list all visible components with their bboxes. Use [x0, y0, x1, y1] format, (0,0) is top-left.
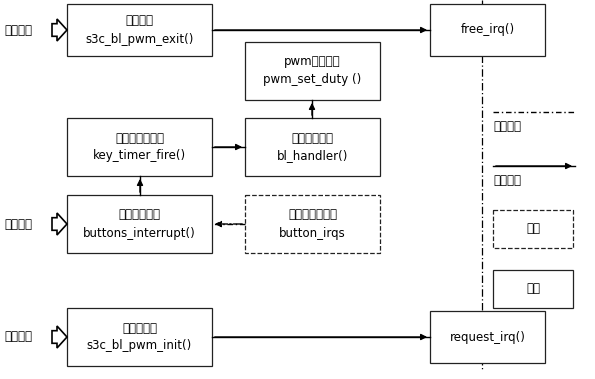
Text: 函数调用: 函数调用: [493, 174, 521, 186]
Text: 退出函数
s3c_bl_pwm_exit(): 退出函数 s3c_bl_pwm_exit(): [85, 14, 194, 45]
Bar: [67, 4, 212, 56]
Text: 数据操作: 数据操作: [493, 119, 521, 133]
Bar: [67, 308, 212, 366]
Text: 中断描述符数组
button_irqs: 中断描述符数组 button_irqs: [279, 208, 346, 240]
Bar: [493, 210, 573, 248]
Polygon shape: [52, 213, 67, 235]
Text: request_irq(): request_irq(): [450, 330, 525, 343]
Bar: [430, 4, 545, 56]
Polygon shape: [52, 19, 67, 41]
Text: 初始化函数
s3c_bl_pwm_init(): 初始化函数 s3c_bl_pwm_init(): [87, 321, 192, 352]
Text: pwm设置函数
pwm_set_duty (): pwm设置函数 pwm_set_duty (): [264, 55, 362, 86]
Text: 卸载驱动: 卸载驱动: [4, 23, 32, 36]
Polygon shape: [52, 326, 67, 348]
Bar: [430, 311, 545, 363]
Bar: [245, 195, 380, 253]
Text: 定时器处理函数
key_timer_fire(): 定时器处理函数 key_timer_fire(): [93, 132, 186, 163]
Text: 数据: 数据: [526, 222, 540, 235]
Text: 函数: 函数: [526, 282, 540, 296]
Bar: [67, 195, 212, 253]
Bar: [245, 42, 380, 100]
Bar: [493, 270, 573, 308]
Text: 中断处理函数
buttons_interrupt(): 中断处理函数 buttons_interrupt(): [83, 208, 196, 240]
Text: 背光调节函数
bl_handler(): 背光调节函数 bl_handler(): [277, 132, 348, 163]
Bar: [67, 118, 212, 176]
Bar: [245, 118, 380, 176]
Text: 加载驱动: 加载驱动: [4, 330, 32, 343]
Text: free_irq(): free_irq(): [461, 23, 515, 36]
Text: 中断发生: 中断发生: [4, 218, 32, 230]
